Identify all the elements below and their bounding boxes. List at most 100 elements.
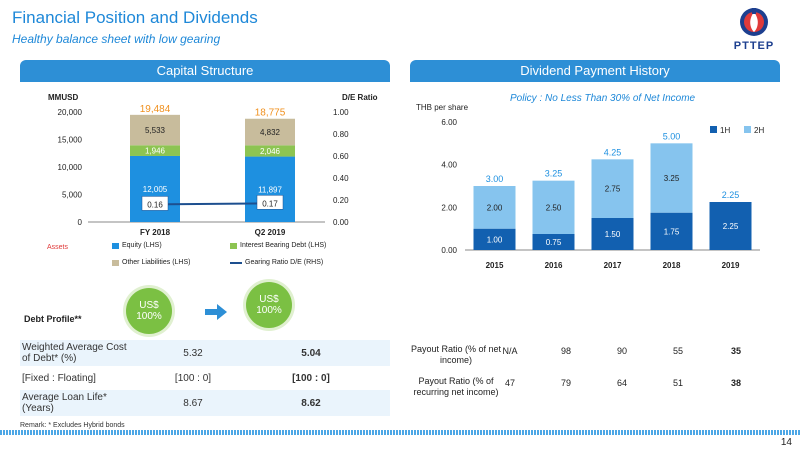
row-q2-value: 5.04 <box>301 347 321 359</box>
legend-label-gearing: Gearing Ratio D/E (RHS) <box>245 259 324 266</box>
legend-swatch-equity <box>112 242 119 249</box>
x-tick-label: 2018 <box>663 261 681 270</box>
bar-value-label: 3.25 <box>664 174 680 183</box>
y-tick-label: 2.00 <box>441 203 457 212</box>
bar-segment <box>245 156 295 222</box>
bar-value-label: 1.50 <box>605 230 621 239</box>
y-tick-label: 15,000 <box>58 136 83 145</box>
debt-table: Weighted Average Cost of Debt* (%) 5.32 … <box>20 340 390 418</box>
row-q2-value: 8.62 <box>301 397 321 409</box>
y-tick-label: 6.00 <box>441 118 457 127</box>
bar-total-label: 3.25 <box>545 169 563 179</box>
y2-axis-title: D/E Ratio <box>342 93 378 102</box>
x-tick-label: Q2 2019 <box>255 228 286 237</box>
y-tick-label: 20,000 <box>58 108 83 117</box>
y-tick-label: 10,000 <box>58 163 83 172</box>
legend-equity: Equity (LHS) <box>112 242 162 249</box>
row-label: Average Loan Life* (Years) <box>22 392 107 414</box>
row-label: Weighted Average Cost of Debt* (%) <box>22 342 127 364</box>
y2-tick-label: 0.00 <box>333 218 349 227</box>
bar-segment <box>130 114 180 146</box>
legend-label-other: Other Liabilities (LHS) <box>122 259 191 266</box>
payout-label-net: Payout Ratio (% of net income) <box>410 344 502 365</box>
bar-value-label: 2,046 <box>260 147 281 156</box>
legend-label-debt: Interest Bearing Debt (LHS) <box>240 242 327 249</box>
payout-label-recurring: Payout Ratio (% of recurring net income) <box>413 376 499 397</box>
bar-total-label: 3.00 <box>486 174 504 184</box>
bar-value-label: 0.75 <box>546 238 562 247</box>
payout-value: 98 <box>560 346 571 356</box>
dividend-history-header: Dividend Payment History <box>410 60 780 82</box>
assets-label: Assets <box>47 244 69 251</box>
bar-segment <box>130 155 180 222</box>
debt-profile-label: Debt Profile** <box>24 314 82 324</box>
bar-value-label: 2.75 <box>605 185 621 194</box>
bar-value-label: 1.00 <box>487 235 503 244</box>
dividend-policy: Policy : No Less Than 30% of Net Income <box>510 93 696 104</box>
payout-value: 55 <box>672 346 683 356</box>
y2-tick-label: 0.20 <box>333 196 349 205</box>
y-tick-label: 0 <box>78 218 83 227</box>
payout-value: 64 <box>616 378 627 388</box>
bar-value-label: 2.25 <box>723 222 739 231</box>
x-tick-label: 2015 <box>486 261 504 270</box>
bar-value-label: 12,005 <box>143 185 168 194</box>
legend-label-equity: Equity (LHS) <box>122 242 162 249</box>
page-title: Financial Position and Dividends <box>12 8 258 27</box>
legend-label: 2H <box>754 126 764 135</box>
gearing-value-label: 0.16 <box>147 200 163 209</box>
payout-value: 38 <box>730 378 741 388</box>
bar-total-label: 2.25 <box>722 190 740 200</box>
bar-segment <box>130 145 180 156</box>
y2-tick-label: 1.00 <box>333 108 349 117</box>
dividend-chart: THB per share 0.00 2.00 4.00 6.00 1H 2H 1.00 2.0… <box>416 103 764 270</box>
payout-value: N/A <box>502 346 518 356</box>
bar-value-label: 4,832 <box>260 128 281 137</box>
table-row: [Fixed : Floating] [100 : 0] [100 : 0] <box>20 370 410 386</box>
payout-table: Payout Ratio (% of net income) N/A 98 90… <box>410 340 780 410</box>
legend-other: Other Liabilities (LHS) <box>112 259 190 266</box>
legend-swatch-debt <box>230 242 237 249</box>
bar-value-label: 5,533 <box>145 126 166 135</box>
logo-mark-icon <box>740 8 768 36</box>
x-tick-label: 2016 <box>545 261 563 270</box>
payout-value: 35 <box>730 346 741 356</box>
bar-total-label: 18,775 <box>255 108 286 119</box>
legend-swatch-other <box>112 259 119 266</box>
bar-segment <box>591 159 634 218</box>
gearing-label-box <box>256 195 284 210</box>
page-subtitle: Healthy balance sheet with low gearing <box>12 32 221 46</box>
legend-swatch <box>710 126 717 133</box>
bar-value-label: 1,946 <box>145 147 166 156</box>
currency-pill-q2: US$ 100% <box>246 282 292 328</box>
bar-value-label: 1.75 <box>664 227 680 236</box>
y-tick-label: 0.00 <box>441 246 457 255</box>
bar-segment <box>532 234 575 250</box>
remark-note: Remark: * Excludes Hybrid bonds <box>20 422 125 429</box>
bar-value-label: 2.50 <box>546 203 562 212</box>
bar-segment <box>591 218 634 250</box>
table-row: Average Loan Life* (Years) 8.67 8.62 <box>20 390 390 416</box>
gearing-value-label: 0.17 <box>262 199 278 208</box>
legend-gearing: Gearing Ratio D/E (RHS) <box>230 259 323 266</box>
bar-value-label: 2.00 <box>487 203 503 212</box>
page-number: 14 <box>780 437 792 448</box>
row-fy-value: [100 : 0] <box>174 372 212 384</box>
legend-swatch <box>744 126 751 133</box>
y-axis-title: THB per share <box>416 103 469 112</box>
gearing-ratio-line <box>154 202 271 206</box>
x-tick-label: 2019 <box>722 261 740 270</box>
y-tick-label: 5,000 <box>62 191 83 200</box>
table-row: Weighted Average Cost of Debt* (%) 5.32 … <box>20 340 390 366</box>
gearing-label-box <box>141 196 169 211</box>
row-label: [Fixed : Floating] <box>22 372 96 384</box>
payout-value: 47 <box>504 378 515 388</box>
logo-text: PTTEP <box>733 40 775 52</box>
capital-structure-header: Capital Structure <box>20 60 390 82</box>
capital-structure-chart: MMUSD D/E Ratio 0 5,000 10,000 15,000 20,000 0.… <box>48 93 378 237</box>
x-tick-label: FY 2018 <box>140 228 171 237</box>
legend-label: 1H <box>720 126 730 135</box>
y-tick-label: 4.00 <box>441 161 457 170</box>
currency-pill-fy: US$ 100% <box>126 288 172 334</box>
y2-tick-label: 0.80 <box>333 130 349 139</box>
